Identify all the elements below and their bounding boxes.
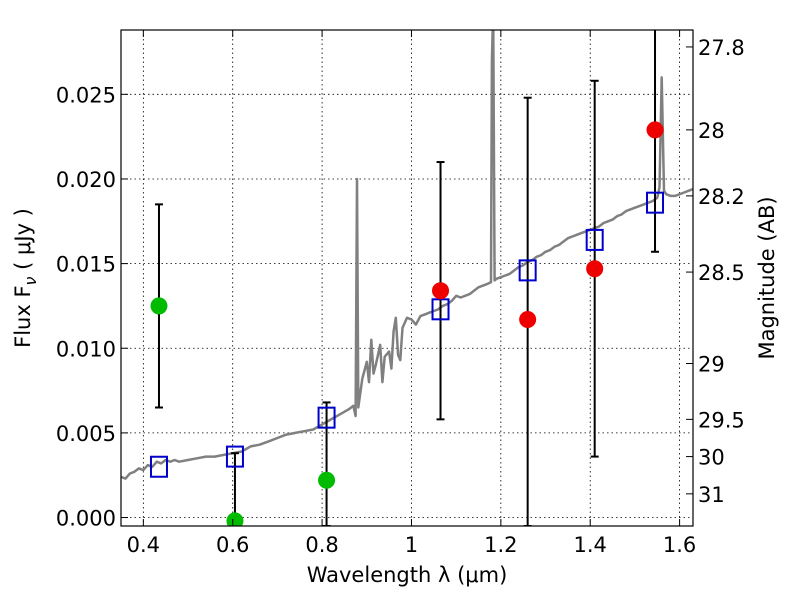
x-tick-label: 0.6 — [216, 533, 249, 557]
model-photometry-square — [317, 406, 336, 429]
spectrum-layer — [121, 30, 693, 480]
x-tick-label: 1.4 — [574, 533, 607, 557]
y2-tick-label: 28 — [698, 119, 725, 143]
measured-flux-point — [586, 260, 604, 278]
errorbar-layer — [154, 30, 660, 526]
measured-flux-point — [226, 512, 244, 526]
spectrum-line — [121, 30, 693, 480]
y-axis-label-sub: ν — [21, 276, 40, 285]
grid-lines — [121, 30, 693, 526]
y2-tick-label: 28.2 — [698, 185, 745, 209]
measured-flux-point — [519, 310, 537, 328]
x-tick-label: 0.8 — [305, 533, 338, 557]
y2-axis-ticks: 27.8 28 28.2 28.5 29 29.5 30 31 — [686, 36, 745, 507]
y2-tick-label: 29.5 — [698, 408, 745, 432]
measured-flux-point — [150, 297, 168, 315]
measured-flux-point — [318, 471, 336, 489]
measured-point-layer — [150, 121, 664, 526]
x-axis-label: Wavelength λ (μm) — [307, 563, 508, 587]
axes-frame — [120, 29, 694, 527]
y2-tick-label: 29 — [698, 352, 725, 376]
y2-tick-label: 28.5 — [698, 261, 745, 285]
model-photometry-square — [518, 259, 537, 282]
model-photometry-square — [431, 298, 450, 321]
y-tick-label: 0.025 — [56, 83, 116, 107]
y-tick-label: 0.010 — [56, 337, 116, 361]
y-axis-label-unit: ( μJy ) — [11, 208, 35, 276]
model-photometry-square — [585, 228, 604, 251]
y-axis-label-main: Flux F — [11, 285, 35, 347]
y-axis-label: Flux Fν ( μJy ) — [11, 208, 40, 348]
x-tick-label: 0.4 — [127, 533, 160, 557]
x-tick-label: 1.2 — [484, 533, 517, 557]
y-axis-ticks: 0.000 0.005 0.010 0.015 0.020 0.025 — [56, 83, 128, 531]
x-tick-label: 1 — [405, 533, 418, 557]
model-square-layer — [149, 191, 665, 478]
y2-tick-label: 27.8 — [698, 36, 745, 60]
y-tick-label: 0.005 — [56, 422, 116, 446]
model-photometry-square — [149, 455, 168, 478]
measured-flux-point — [432, 282, 450, 300]
x-axis-ticks: 0.4 0.6 0.8 1 1.2 1.4 1.6 — [127, 30, 696, 557]
y2-tick-label: 30 — [698, 446, 725, 470]
y-tick-label: 0.000 — [56, 507, 116, 531]
y-tick-label: 0.015 — [56, 253, 116, 277]
measured-flux-point — [646, 121, 664, 139]
model-photometry-square — [646, 191, 665, 214]
y2-tick-label: 31 — [698, 483, 725, 507]
y2-axis-label: Magnitude (AB) — [755, 196, 779, 359]
x-tick-label: 1.6 — [663, 533, 696, 557]
model-photometry-square — [225, 445, 244, 468]
plot-area — [121, 30, 693, 526]
y-tick-label: 0.020 — [56, 168, 116, 192]
